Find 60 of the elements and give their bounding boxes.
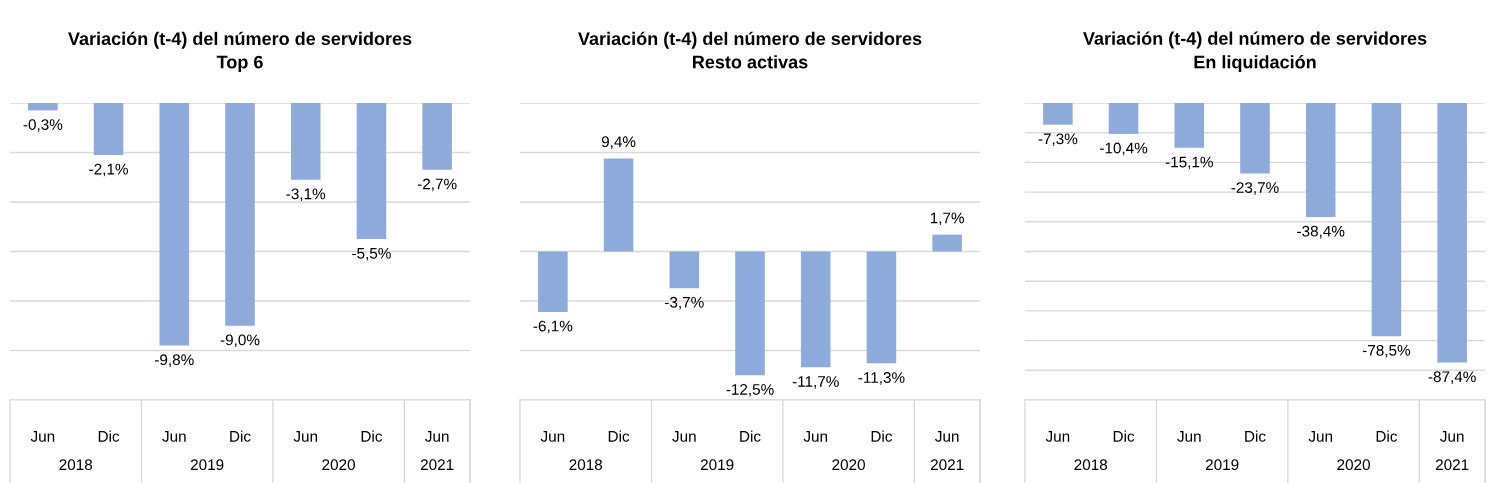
data-label: -9,8% <box>155 354 194 367</box>
x-tick-label: Dic <box>1245 430 1266 442</box>
x-tick-label: Jun <box>1177 431 1201 442</box>
text: 2018 <box>569 459 603 471</box>
data-label: -87,4% <box>1428 371 1476 384</box>
x-tick-label: Jun <box>162 431 186 442</box>
text: 2019 <box>700 459 734 471</box>
data-label: -11,7% <box>792 376 839 389</box>
data-label: -12,5% <box>726 383 774 397</box>
text: 2019 <box>190 459 224 471</box>
x-tick-label: Dic <box>608 430 630 442</box>
text: 2018 <box>59 459 93 471</box>
text: 2018 <box>1074 459 1108 471</box>
chart-title: Variación (t-4) del número de servidores <box>1083 31 1427 49</box>
x-tick-label: Dic <box>230 430 251 442</box>
data-label: -2,7% <box>417 178 457 192</box>
text: 2020 <box>1337 459 1370 471</box>
data-label: -0,3% <box>23 119 63 132</box>
data-label: -6,1% <box>533 320 573 334</box>
chart-subtitle: Resto activas <box>693 55 808 69</box>
x-tick-label: Jun <box>293 431 318 442</box>
data-label: -11,3% <box>858 372 905 385</box>
x-tick-label: Jun <box>540 431 565 442</box>
x-tick-label: Jun <box>672 431 696 442</box>
x-tick-label: Jun <box>1308 431 1333 442</box>
text: 2021 <box>420 459 454 471</box>
x-tick-label: Jun <box>30 431 55 442</box>
x-tick-label: Jun <box>1440 431 1464 442</box>
x-tick-label: Dic <box>1376 430 1398 442</box>
x-tick-label: Jun <box>935 431 959 442</box>
data-label: -3,7% <box>665 296 704 310</box>
x-tick-label: Dic <box>1113 430 1135 442</box>
chart-subtitle: Top 6 <box>216 55 263 73</box>
x-tick-label: Dic <box>361 430 383 442</box>
data-label: -23,7% <box>1231 182 1279 195</box>
text: 2021 <box>1435 459 1469 471</box>
data-label: 9,4% <box>601 136 636 149</box>
chart-subtitle: En liquidación <box>1194 55 1316 73</box>
x-tick-label: Jun <box>425 431 449 442</box>
text: 2020 <box>832 459 865 471</box>
x-tick-label: Jun <box>1045 431 1070 442</box>
x-tick-label: Dic <box>98 430 120 442</box>
chart-title: Variación (t-4) del número de servidores <box>578 31 922 49</box>
chart-title: Variación (t-4) del número de servidores <box>68 31 412 49</box>
data-label: -78,5% <box>1362 344 1411 358</box>
data-label: -7,3% <box>1038 133 1078 147</box>
x-tick-label: Dic <box>871 430 893 442</box>
data-label: -2,1% <box>89 163 128 177</box>
data-label: -5,5% <box>352 247 391 261</box>
data-label: 1,7% <box>930 212 965 226</box>
data-label: -38,4% <box>1297 225 1345 239</box>
text: 2019 <box>1205 459 1239 471</box>
x-tick-label: Jun <box>803 431 828 442</box>
x-tick-label: Dic <box>740 430 761 442</box>
text: 2021 <box>930 459 964 471</box>
text: 2020 <box>322 459 355 471</box>
data-label: -10,4% <box>1100 142 1148 156</box>
data-label: -3,1% <box>286 188 326 202</box>
data-label: -9,0% <box>220 334 260 348</box>
data-label: -15,1% <box>1165 156 1213 170</box>
